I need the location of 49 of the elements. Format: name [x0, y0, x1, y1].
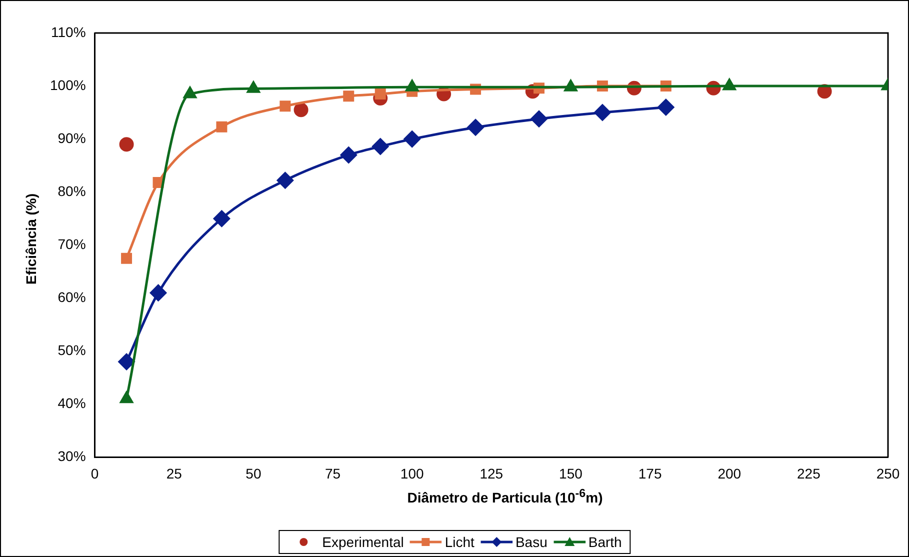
- y-tick-label: 90%: [58, 130, 86, 146]
- point: [294, 102, 308, 118]
- y-tick-label: 50%: [58, 342, 86, 358]
- y-tick-label: 40%: [58, 395, 86, 412]
- x-tick-label: 25: [166, 465, 182, 482]
- point: [340, 146, 357, 164]
- x-axis-title: Diâmetro de Particula (10$^{-6}$m): [406, 487, 604, 506]
- point: [213, 210, 230, 227]
- y-tick-label: 30%: [58, 448, 86, 464]
- y-tick-label: 70%: [58, 236, 86, 252]
- point: [119, 137, 134, 152]
- y-tick-label: 60%: [58, 288, 86, 305]
- x-tick-label: 100: [400, 465, 424, 482]
- x-tick-label: 150: [559, 465, 583, 482]
- x-tick-label: 225: [797, 465, 821, 482]
- point: [372, 138, 389, 155]
- point: [150, 284, 167, 302]
- point: [374, 88, 386, 100]
- legend-label: Experimental: [322, 534, 404, 550]
- legend-label: Licht: [444, 534, 474, 550]
- point: [276, 172, 294, 189]
- point: [530, 110, 548, 128]
- point: [216, 121, 228, 132]
- x-tick-label: 0: [90, 465, 99, 482]
- y-axis-title: Eficiência (%): [23, 192, 39, 287]
- point: [247, 81, 260, 93]
- legend-label: Basu: [515, 534, 548, 550]
- point: [722, 78, 736, 90]
- y-tick-label: 100%: [50, 76, 86, 93]
- x-tick-label: 250: [876, 465, 900, 482]
- x-tick-label: 200: [718, 465, 742, 482]
- x-tick-label: 75: [324, 465, 341, 482]
- x-tick-label: 50: [246, 465, 262, 482]
- point: [184, 86, 196, 98]
- point: [658, 98, 674, 116]
- y-tick-label: 80%: [58, 182, 86, 199]
- x-tick-label: 125: [480, 465, 504, 482]
- legend-label: Barth: [588, 534, 622, 550]
- x-tick-label: 175: [638, 465, 662, 482]
- point: [118, 354, 135, 370]
- point: [121, 252, 132, 264]
- point: [406, 80, 419, 92]
- point: [343, 90, 354, 102]
- point: [564, 80, 578, 92]
- point: [280, 100, 291, 112]
- point: [404, 130, 420, 148]
- point: [467, 119, 484, 136]
- point: [594, 104, 611, 121]
- y-tick-label: 110%: [51, 24, 86, 40]
